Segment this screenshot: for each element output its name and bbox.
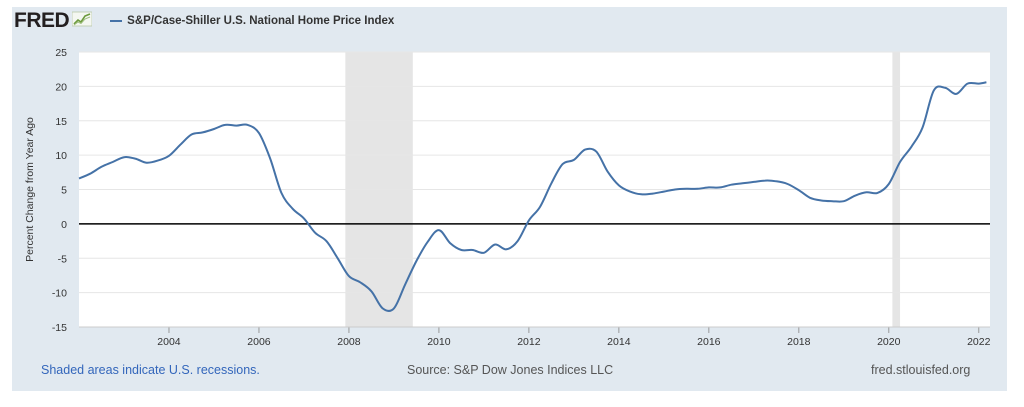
series-line-0: [78, 81, 987, 312]
y-tick-label: 25: [55, 47, 67, 59]
source-credit: Source: S&P Dow Jones Indices LLC: [407, 363, 614, 377]
chart-legend[interactable]: S&P/Case-Shiller U.S. National Home Pric…: [110, 15, 394, 27]
x-tick-label: 2022: [967, 336, 991, 348]
site-link[interactable]: fred.stlouisfed.org: [871, 363, 971, 377]
y-tick-label: 10: [55, 150, 67, 162]
x-tick-label: 2008: [337, 336, 361, 348]
fred-logo-text: FRED: [14, 9, 70, 32]
x-tick-label: 2010: [427, 336, 451, 348]
x-tick-label: 2006: [247, 336, 271, 348]
y-tick-label: -15: [52, 322, 67, 334]
y-tick-label: -10: [52, 288, 67, 300]
y-tick-label: -5: [58, 253, 67, 265]
x-tick-label: 2004: [157, 336, 181, 348]
legend-swatch: [110, 20, 123, 22]
y-axis-label: Percent Change from Year Ago: [24, 117, 36, 262]
y-tick-label: 5: [61, 185, 67, 197]
x-tick-label: 2014: [607, 336, 631, 348]
x-tick-label: 2018: [787, 336, 811, 348]
x-tick-label: 2016: [697, 336, 721, 348]
fred-logo[interactable]: FRED: [14, 9, 93, 33]
y-tick-label: 20: [55, 81, 67, 93]
y-tick-label: 0: [61, 219, 67, 231]
x-tick-label: 2012: [517, 336, 541, 348]
y-tick-label: 15: [55, 116, 67, 128]
line-graph-icon: [71, 11, 93, 32]
recession-note: Shaded areas indicate U.S. recessions.: [41, 363, 260, 377]
x-tick-label: 2020: [877, 336, 901, 348]
legend-series-label: S&P/Case-Shiller U.S. National Home Pric…: [127, 15, 395, 27]
chart-header: FRED S&P/Case-Shiller U.S. National Home…: [14, 8, 394, 34]
